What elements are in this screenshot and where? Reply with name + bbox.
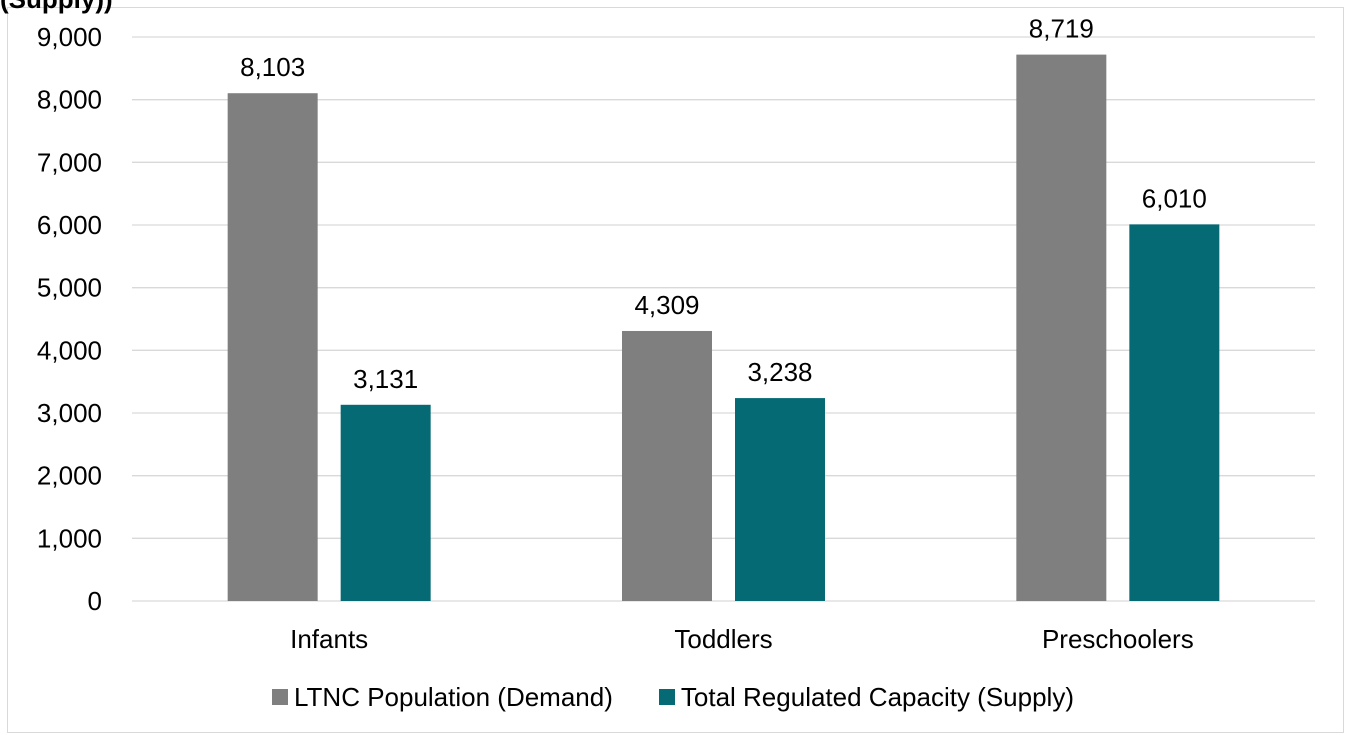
legend-item-demand[interactable]: LTNC Population (Demand) xyxy=(272,682,613,713)
chart-title: (Supply)) xyxy=(0,0,113,12)
bar-preschoolers-supply[interactable] xyxy=(1129,224,1220,601)
y-axis-tick-labels: 0 1,000 2,000 3,000 4,000 5,000 6,000 7,000 8,00… xyxy=(37,22,102,616)
bar-toddlers-demand[interactable] xyxy=(622,330,712,601)
bar-infants-supply[interactable] xyxy=(340,404,431,601)
gridlines xyxy=(132,36,1315,602)
legend-swatch-supply xyxy=(658,689,675,705)
x-tick-label: Infants xyxy=(290,624,368,654)
y-tick-label: 3,000 xyxy=(37,398,102,428)
legend-swatch-demand xyxy=(272,689,288,705)
y-tick-label: 2,000 xyxy=(37,461,102,491)
data-label: 3,131 xyxy=(353,364,418,394)
bar-preschoolers-demand[interactable] xyxy=(1016,54,1107,602)
data-label: 6,010 xyxy=(1142,183,1207,213)
x-tick-label: Preschoolers xyxy=(1042,624,1194,654)
legend-item-supply[interactable]: Total Regulated Capacity (Supply) xyxy=(658,681,1074,713)
x-tick-label: Toddlers xyxy=(674,624,772,654)
x-axis-tick-labels: Infants Toddlers Preschoolers xyxy=(290,624,1194,654)
legend: LTNC Population (Demand) Total Regulated… xyxy=(0,675,1346,719)
data-label: 8,719 xyxy=(1029,14,1094,44)
bar-infants-demand[interactable] xyxy=(227,93,318,601)
y-tick-label: 4,000 xyxy=(37,335,102,365)
y-tick-label: 1,000 xyxy=(37,523,102,553)
y-tick-label: 6,000 xyxy=(37,210,102,240)
bar-toddlers-supply[interactable] xyxy=(735,398,825,601)
y-tick-label: 5,000 xyxy=(37,273,102,303)
y-tick-label: 8,000 xyxy=(37,85,102,115)
y-tick-label: 0 xyxy=(88,586,102,616)
data-label: 4,309 xyxy=(634,290,699,320)
y-tick-label: 7,000 xyxy=(37,147,102,177)
data-label: 8,103 xyxy=(240,52,305,82)
y-tick-label: 9,000 xyxy=(37,22,102,52)
legend-label-demand: LTNC Population (Demand) xyxy=(294,681,613,712)
data-label: 3,238 xyxy=(747,357,812,387)
chart-frame xyxy=(7,7,1344,733)
legend-label-supply: Total Regulated Capacity (Supply) xyxy=(680,681,1074,712)
data-labels: 8,103 3,131 4,309 3,238 8,719 6,010 xyxy=(240,14,1207,394)
bars xyxy=(227,54,1220,602)
